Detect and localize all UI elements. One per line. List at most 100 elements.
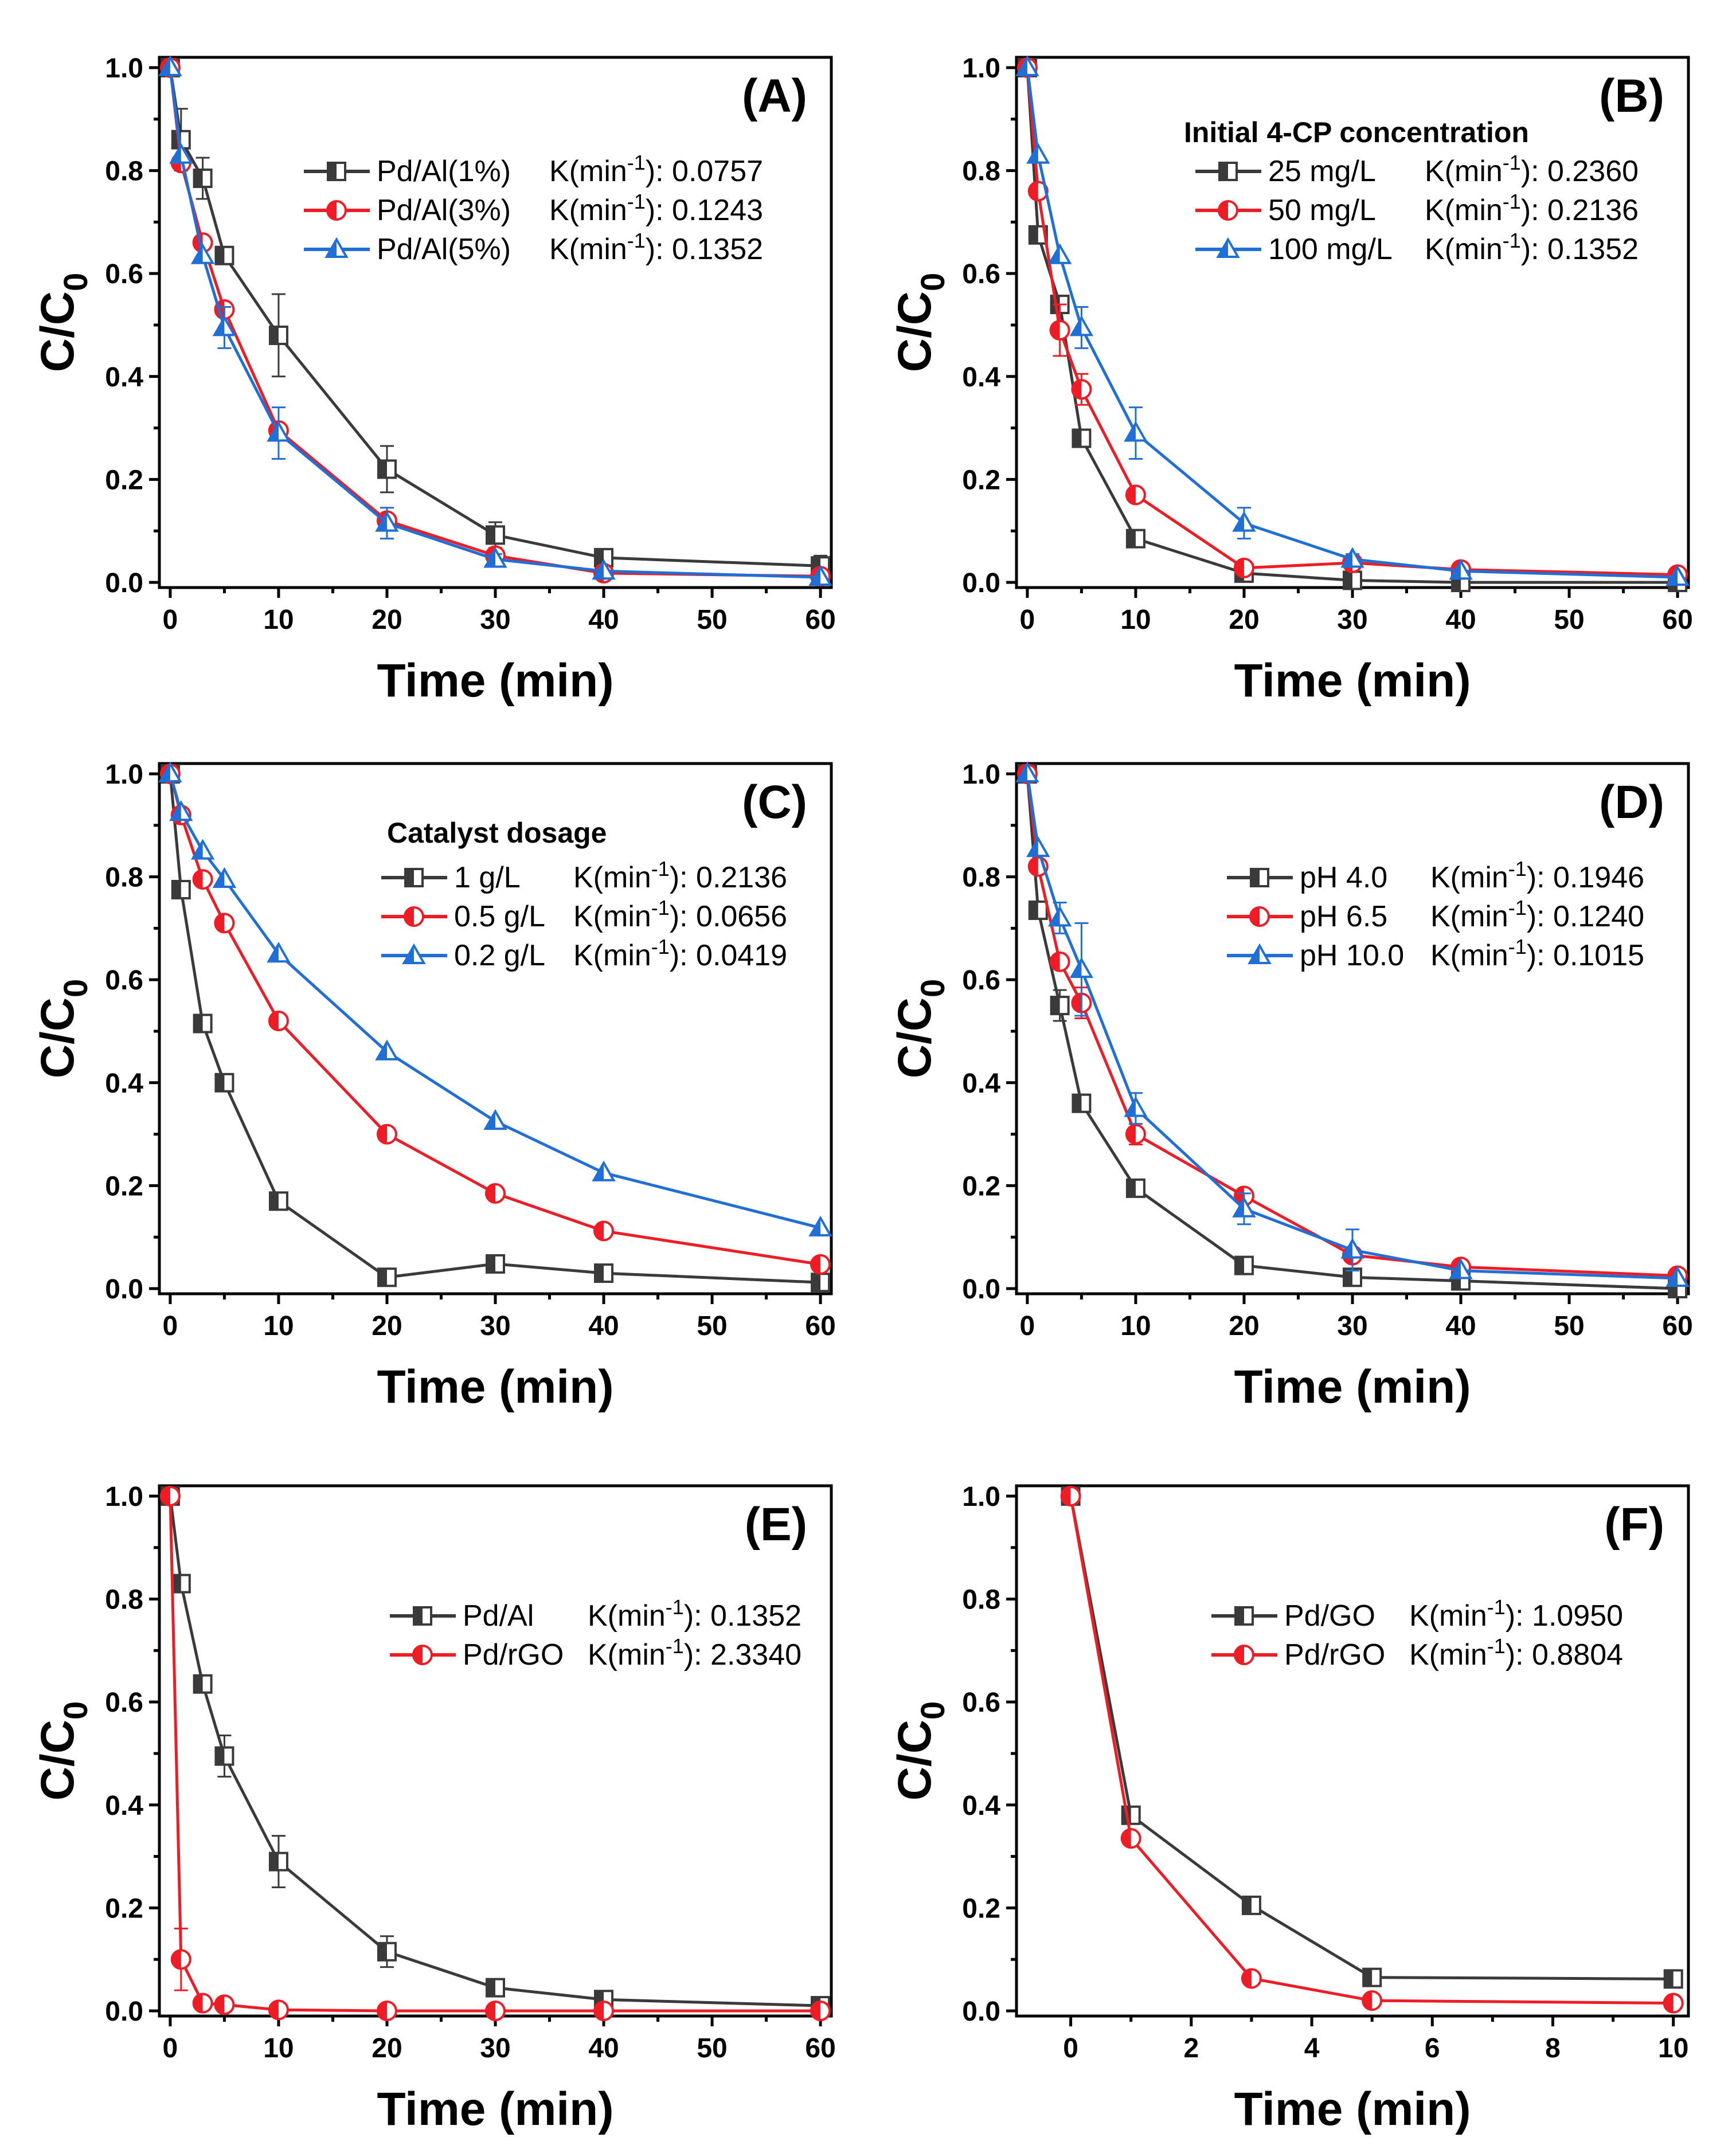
legend-k-value: K(min-1): 0.1352 — [588, 1595, 801, 1633]
series-0-2-g-l — [158, 761, 832, 1236]
data-point-fill — [268, 423, 279, 441]
k-label: K(min — [549, 233, 627, 266]
y-tick-label: 0.8 — [962, 156, 1000, 187]
y-tick-label: 0.8 — [105, 156, 143, 187]
data-point-fill — [1664, 1970, 1674, 1988]
plot-frame — [1015, 1484, 1690, 2018]
x-tick-label: 60 — [1662, 1311, 1692, 1341]
panel-a: 0 10 20 30 40 50 60 0.0 0.2 0.4 0.6 0.8 1.0 Time (min… — [32, 53, 836, 707]
data-point-fill — [1121, 1829, 1131, 1848]
y-axis-title-sub: 0 — [914, 1701, 952, 1720]
data-point-fill — [193, 870, 203, 889]
legend-k-value: K(min-1): 0.1352 — [1425, 229, 1639, 266]
data-point-fill — [485, 549, 495, 567]
data-point-fill — [1126, 486, 1136, 504]
data-point-fill — [1242, 1896, 1252, 1914]
data-point-fill — [193, 1994, 203, 2013]
k-exp: -1 — [1503, 190, 1521, 213]
data-point-fill — [595, 1265, 604, 1282]
data-point-fill — [194, 1675, 203, 1693]
y-axis-title: C/C0 — [889, 1701, 952, 1800]
series-pd-rgo — [159, 1485, 831, 2022]
k-value: ): 2.3340 — [684, 1638, 801, 1672]
k-exp: -1 — [1503, 229, 1521, 252]
y-tick-label: 0.6 — [962, 1688, 1000, 1718]
y-tick-label: 1.0 — [962, 53, 1000, 84]
y-tick-label: 0.2 — [962, 465, 1000, 495]
data-point-fill — [269, 2001, 279, 2019]
y-tick-label: 1.0 — [105, 53, 143, 84]
k-label: K(min — [1430, 939, 1508, 972]
legend-marker-fill — [405, 869, 414, 886]
y-tick-label: 0.0 — [962, 568, 1000, 598]
data-point-fill — [1363, 1991, 1373, 2010]
panel-label: (A) — [742, 70, 807, 122]
data-point-fill — [810, 567, 821, 585]
x-tick-label: 10 — [1120, 605, 1151, 635]
data-point-fill — [378, 1269, 387, 1286]
x-tick-label: 20 — [372, 605, 402, 635]
data-point-fill — [1050, 908, 1060, 926]
data-point-fill — [378, 1943, 387, 1960]
series-pd-go — [1061, 1486, 1683, 1989]
data-point-fill — [812, 1274, 821, 1291]
series-line — [169, 67, 821, 578]
legend-title: Catalyst dosage — [387, 817, 607, 849]
plot-frame — [158, 56, 833, 589]
data-point-fill — [1342, 1240, 1352, 1258]
legend-label: 0.5 g/L — [454, 900, 545, 933]
data-point-fill — [1029, 226, 1038, 244]
legend-item: pH 10.0 K(min-1): 0.1015 — [1227, 935, 1644, 972]
series-100-mg-l — [1015, 55, 1690, 586]
x-tick-label: 20 — [1229, 605, 1259, 635]
x-tick-label: 40 — [588, 605, 619, 635]
x-axis-title: Time (min) — [1234, 1361, 1471, 1413]
y-tick-label: 0.4 — [962, 1068, 1000, 1099]
data-point-fill — [486, 1184, 495, 1203]
series-line — [1069, 1496, 1674, 2005]
series-line — [1026, 773, 1678, 1278]
legend-k-value: K(min-1): 0.1240 — [1430, 896, 1644, 933]
legend-marker-fill — [326, 239, 337, 257]
data-point-fill — [811, 1255, 821, 1274]
data-point-fill — [486, 2002, 495, 2021]
data-point-fill — [595, 549, 604, 566]
y-tick-label: 0.8 — [962, 863, 1000, 893]
data-point-fill — [171, 1950, 181, 1969]
k-value: ): 0.0757 — [646, 155, 763, 188]
k-value: ): 0.2360 — [1521, 155, 1639, 188]
k-value: ): 0.1240 — [1527, 900, 1644, 933]
legend-label: Pd/Al(3%) — [377, 194, 511, 227]
data-point-fill — [378, 460, 387, 478]
y-tick-label: 0.6 — [105, 965, 143, 996]
x-tick-label: 60 — [1662, 605, 1692, 635]
data-point-fill — [1667, 1268, 1678, 1286]
x-tick-label: 0 — [163, 605, 178, 635]
y-axis-title-main: C/C — [889, 997, 941, 1078]
legend-label: Pd/GO — [1284, 1599, 1375, 1633]
data-point-fill — [171, 145, 181, 163]
y-tick-label: 1.0 — [962, 1482, 1000, 1512]
x-tick-label: 10 — [263, 2033, 294, 2064]
panel-d: 0 10 20 30 40 50 60 0.0 0.2 0.4 0.6 0.8 1.0 Time (min… — [889, 760, 1693, 1413]
legend-title: Initial 4-CP concentration — [1184, 116, 1529, 148]
k-exp: -1 — [627, 190, 646, 213]
data-point-fill — [1072, 318, 1082, 335]
y-axis-title-sub: 0 — [57, 1701, 95, 1720]
legend-k-value: K(min-1): 0.2136 — [1425, 190, 1639, 227]
k-exp: -1 — [1508, 857, 1527, 880]
data-point-fill — [377, 2002, 387, 2021]
panel-label: (F) — [1604, 1498, 1664, 1551]
series-ph-4-0 — [1017, 764, 1688, 1299]
legend-label: 50 mg/L — [1268, 194, 1376, 227]
data-point-fill — [269, 326, 279, 344]
series-pd-rgo — [1060, 1485, 1684, 2014]
data-point-fill — [1450, 1261, 1461, 1278]
data-point-fill — [1234, 558, 1244, 577]
legend-item: Pd/Al K(min-1): 0.1352 — [390, 1595, 801, 1633]
legend-item: Pd/Al(1%) K(min-1): 0.0757 — [304, 151, 763, 188]
y-tick-label: 0.6 — [962, 965, 1000, 996]
y-axis-title: C/C0 — [889, 273, 952, 372]
y-axis-title: C/C0 — [32, 1701, 95, 1800]
x-tick-label: 10 — [263, 1311, 294, 1341]
